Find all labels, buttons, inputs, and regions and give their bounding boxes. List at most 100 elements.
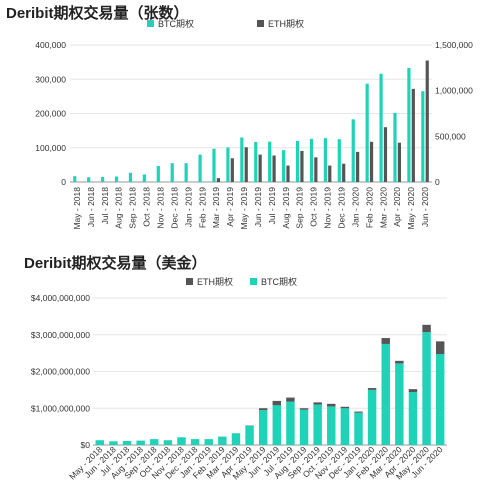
x-tick-label: May - 2019 <box>239 187 249 230</box>
eth-usd-bar <box>313 402 322 405</box>
btc-bar <box>421 91 425 182</box>
btc-bar <box>156 165 160 182</box>
eth-bar <box>230 158 234 182</box>
x-tick-label: Aug - 2019 <box>281 187 291 229</box>
eth-usd-bar <box>327 403 336 407</box>
btc-usd-bar <box>422 332 431 445</box>
legend-label-btc: BTC期权 <box>158 18 194 29</box>
eth-bar <box>356 151 360 182</box>
btc-usd-bar <box>231 433 241 445</box>
y-tick-label: $1,000,000,000 <box>31 403 90 413</box>
btc-usd-bar <box>109 441 118 445</box>
contracts-chart-group: 0 100,000 200,000 300,000 400,000 0 500,000 1,0… <box>35 18 473 230</box>
btc-usd-bar <box>190 439 200 445</box>
eth-usd-bar <box>422 324 431 333</box>
eth-bar <box>425 60 429 182</box>
btc-bar <box>365 83 369 182</box>
y-tick-label: $0 <box>81 440 91 450</box>
btc-usd-bar <box>272 405 282 445</box>
btc-usd-bar <box>204 439 213 445</box>
eth-usd-bar <box>395 360 404 364</box>
eth-bar <box>328 165 332 182</box>
eth-usd-bar <box>286 397 295 402</box>
btc-bar <box>184 163 188 182</box>
eth-bar <box>216 178 220 182</box>
x-tick-label: May - 2020 <box>406 187 416 230</box>
eth-usd-bar <box>408 389 418 393</box>
eth-bar <box>342 163 346 182</box>
eth-bar <box>244 147 248 182</box>
usd-chart-group: $0 $1,000,000,000 $2,000,000,000 $3,000,000… <box>31 276 447 481</box>
y-tick-label: $3,000,000,000 <box>31 330 90 340</box>
btc-bar <box>212 148 216 182</box>
y-right-tick-label: 1,500,000 <box>435 40 473 50</box>
eth-usd-bar <box>381 338 390 344</box>
x-tick-label: Dec - 2018 <box>169 187 179 229</box>
eth-usd-bar <box>258 408 268 411</box>
btc-bar <box>323 138 327 182</box>
x-tick-label: Feb - 2020 <box>364 187 374 228</box>
btc-bar <box>295 140 300 182</box>
btc-usd-bar <box>122 440 132 445</box>
btc-usd-bar <box>313 404 322 445</box>
legend-label-eth: ETH期权 <box>268 18 304 29</box>
y-right-tick-label: 1,000,000 <box>435 86 473 96</box>
eth-usd-bar <box>299 408 309 410</box>
btc-usd-bar <box>150 439 159 445</box>
y-left-tick-label: 300,000 <box>35 74 66 84</box>
btc-bar <box>240 137 244 182</box>
btc-bar <box>379 73 383 182</box>
btc-bar <box>128 172 133 182</box>
x-tick-label: Dec - 2019 <box>337 187 347 229</box>
btc-usd-bar <box>163 440 173 445</box>
btc-usd-bar <box>218 436 227 445</box>
btc-usd-bar <box>258 410 268 445</box>
x-tick-label: Nov - 2018 <box>156 187 166 229</box>
btc-usd-bar <box>327 406 336 445</box>
y-tick-label: $4,000,000,000 <box>31 293 90 303</box>
chart-1-title: Deribit期权交易量（张数） <box>6 5 189 22</box>
btc-bar <box>87 177 91 182</box>
btc-bar <box>142 174 146 182</box>
eth-bar <box>411 88 415 182</box>
eth-bar <box>272 155 276 182</box>
x-tick-label: Mar - 2019 <box>211 187 221 228</box>
btc-usd-bar <box>435 354 445 445</box>
eth-usd-bar <box>272 400 282 406</box>
y-left-tick-label: 0 <box>61 177 66 187</box>
btc-bar <box>226 147 230 182</box>
legend-swatch-btc <box>250 278 257 285</box>
eth-bar <box>383 127 388 182</box>
btc-bar <box>393 112 397 182</box>
y-left-tick-label: 100,000 <box>35 143 66 153</box>
x-tick-label: Jun - 2020 <box>420 187 430 227</box>
btc-bar <box>198 154 202 182</box>
x-tick-label: Jul - 2019 <box>267 187 277 225</box>
eth-usd-bar <box>367 388 377 390</box>
x-tick-label: Feb - 2019 <box>197 187 207 228</box>
eth-usd-bar <box>354 411 363 413</box>
btc-usd-bar <box>340 408 350 445</box>
x-tick-label: Aug - 2018 <box>114 187 124 229</box>
legend-label-btc: BTC期权 <box>261 276 297 287</box>
x-tick-label: Jan - 2019 <box>183 187 193 227</box>
btc-bar <box>309 138 314 182</box>
eth-bar <box>286 165 290 182</box>
btc-usd-bar <box>367 389 377 445</box>
x-tick-label: Jul - 2018 <box>100 187 110 225</box>
x-tick-label: Oct - 2018 <box>142 187 152 227</box>
btc-usd-bar <box>136 440 145 445</box>
x-tick-label: Apr - 2019 <box>225 187 235 227</box>
x-tick-label: Jun - 2018 <box>86 187 96 227</box>
eth-bar <box>300 150 304 182</box>
btc-bar <box>337 139 341 182</box>
btc-usd-bar <box>381 343 390 445</box>
x-tick-label: Mar - 2020 <box>378 187 388 228</box>
eth-bar <box>397 142 401 182</box>
chart-2-title: Deribit期权交易量（美金） <box>24 255 207 272</box>
legend-swatch-eth <box>257 20 264 27</box>
eth-usd-bar <box>435 341 445 355</box>
legend-swatch-eth <box>186 278 193 285</box>
btc-bar <box>101 176 105 182</box>
